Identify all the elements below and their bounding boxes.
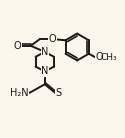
- Text: O: O: [13, 41, 21, 51]
- Text: N: N: [41, 66, 48, 76]
- Text: N: N: [41, 47, 48, 57]
- Text: S: S: [56, 88, 62, 98]
- Text: O: O: [48, 34, 56, 44]
- Text: H₂N: H₂N: [10, 88, 29, 98]
- Text: CH₃: CH₃: [100, 53, 117, 62]
- Text: O: O: [96, 52, 103, 62]
